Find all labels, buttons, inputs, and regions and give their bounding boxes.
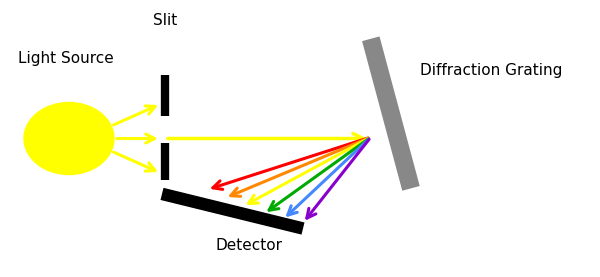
Text: Slit: Slit xyxy=(153,13,177,28)
Text: Light Source: Light Source xyxy=(18,52,114,66)
Ellipse shape xyxy=(24,102,114,175)
Text: Detector: Detector xyxy=(215,238,283,253)
Text: Diffraction Grating: Diffraction Grating xyxy=(420,63,562,78)
